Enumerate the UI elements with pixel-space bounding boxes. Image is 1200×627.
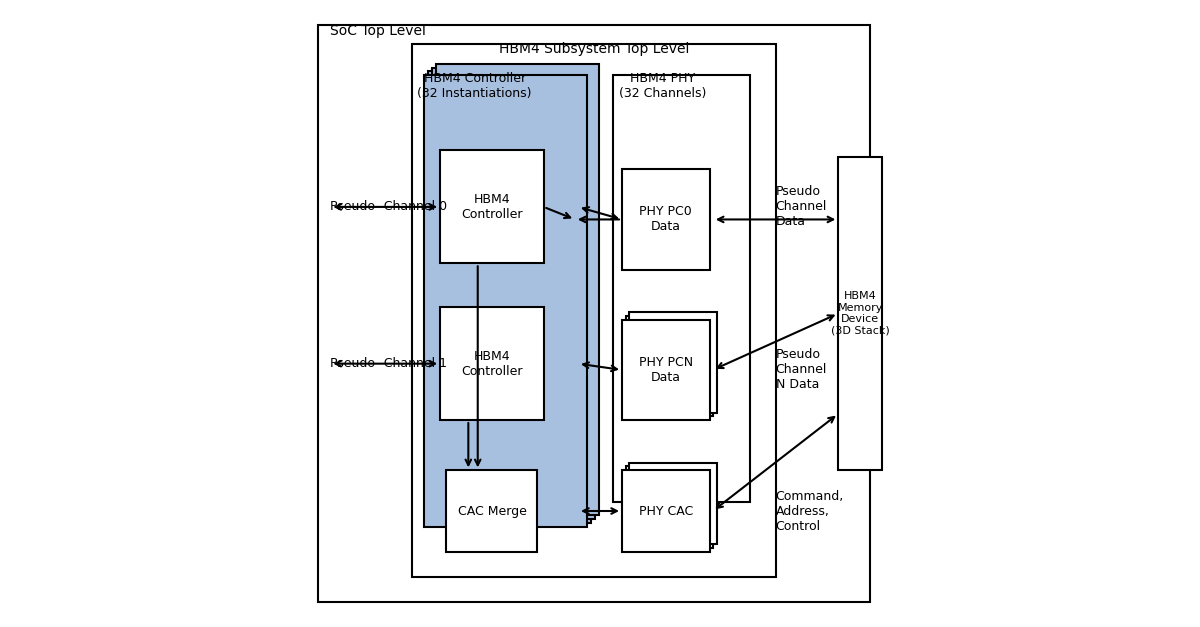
Text: Pseudo
Channel
Data: Pseudo Channel Data (775, 186, 827, 228)
FancyBboxPatch shape (622, 320, 709, 420)
FancyBboxPatch shape (839, 157, 882, 470)
Text: Pseudo- Channel 1: Pseudo- Channel 1 (330, 357, 448, 370)
Text: Pseudo- Channel 0: Pseudo- Channel 0 (330, 201, 448, 213)
FancyBboxPatch shape (625, 316, 714, 416)
Text: HBM4 Controller
(32 Instantiations): HBM4 Controller (32 Instantiations) (418, 72, 532, 100)
FancyBboxPatch shape (428, 71, 592, 523)
Text: HBM4 PHY
(32 Channels): HBM4 PHY (32 Channels) (619, 72, 707, 100)
FancyBboxPatch shape (440, 150, 544, 263)
FancyBboxPatch shape (432, 68, 595, 519)
FancyBboxPatch shape (318, 25, 870, 602)
FancyBboxPatch shape (425, 75, 588, 527)
Text: Pseudo
Channel
N Data: Pseudo Channel N Data (775, 349, 827, 391)
FancyBboxPatch shape (630, 312, 718, 413)
Text: HBM4 Subsystem Top Level: HBM4 Subsystem Top Level (498, 43, 689, 56)
FancyBboxPatch shape (412, 44, 775, 577)
FancyBboxPatch shape (440, 307, 544, 420)
Text: HBM4
Controller: HBM4 Controller (462, 350, 523, 377)
Text: SoC Top Level: SoC Top Level (330, 24, 426, 38)
FancyBboxPatch shape (446, 470, 538, 552)
FancyBboxPatch shape (630, 463, 718, 544)
Text: Command,
Address,
Control: Command, Address, Control (775, 490, 844, 532)
Text: HBM4
Memory
Device
(3D Stack): HBM4 Memory Device (3D Stack) (830, 291, 889, 336)
FancyBboxPatch shape (625, 466, 714, 548)
Text: PHY PCN
Data: PHY PCN Data (638, 356, 692, 384)
FancyBboxPatch shape (622, 470, 709, 552)
Text: PHY CAC: PHY CAC (638, 505, 692, 517)
FancyBboxPatch shape (622, 169, 709, 270)
Text: CAC Merge: CAC Merge (457, 505, 527, 517)
Text: HBM4
Controller: HBM4 Controller (462, 193, 523, 221)
FancyBboxPatch shape (612, 75, 750, 502)
FancyBboxPatch shape (436, 64, 599, 515)
Text: PHY PC0
Data: PHY PC0 Data (640, 206, 692, 233)
